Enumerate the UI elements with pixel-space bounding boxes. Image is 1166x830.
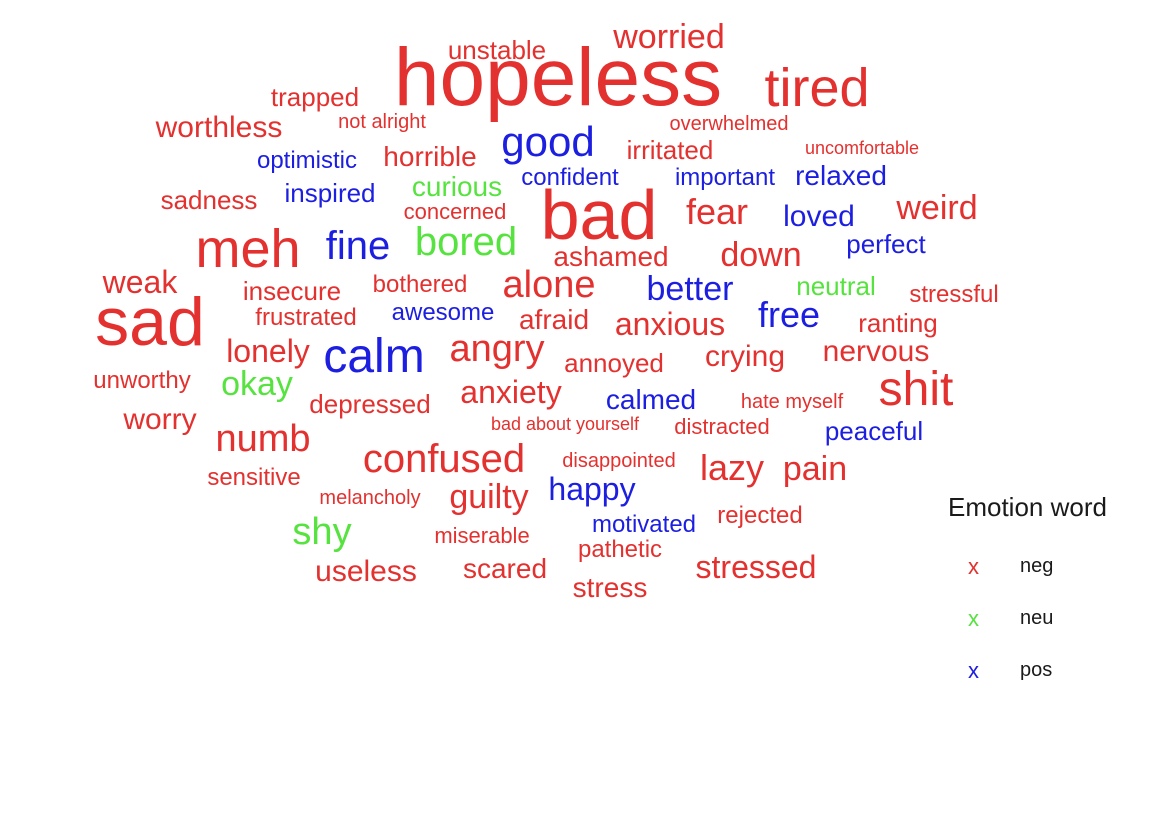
word-anxiety: anxiety [460, 374, 562, 410]
word-free: free [757, 294, 821, 335]
word-perfect: perfect [846, 229, 926, 259]
word-concerned: concerned [403, 199, 507, 224]
word-worthless: worthless [155, 111, 283, 144]
word-nervous: nervous [822, 335, 930, 368]
word-confused: confused [362, 437, 526, 481]
word-insecure: insecure [242, 276, 342, 306]
word-frustrated: frustrated [255, 304, 357, 331]
word-guilty: guilty [449, 478, 529, 516]
word-optimistic: optimistic [256, 147, 358, 174]
legend-item-neg: x neg [948, 542, 1163, 594]
legend-label-neg: neg [1020, 555, 1054, 577]
word-sadness: sadness [160, 185, 258, 215]
word-angry: angry [449, 328, 545, 370]
word-stressful: stressful [909, 281, 999, 308]
word-disappointed: disappointed [562, 450, 676, 472]
legend: Emotion word x neg x neu x pos [948, 494, 1163, 698]
word-depressed: depressed [309, 389, 431, 419]
word-sensitive: sensitive [207, 464, 301, 491]
word-crying: crying [704, 340, 786, 373]
word-confident: confident [521, 164, 619, 191]
word-stress: stress [572, 572, 648, 603]
word-tired: tired [764, 58, 870, 118]
word-bad-about-yourself: bad about yourself [490, 414, 640, 434]
legend-marker-neg: x [968, 554, 979, 579]
word-weak: weak [102, 264, 178, 300]
word-awesome: awesome [391, 299, 495, 326]
word-worry: worry [123, 403, 197, 436]
word-anxious: anxious [614, 306, 726, 342]
word-inspired: inspired [284, 178, 376, 208]
word-lazy: lazy [699, 447, 765, 488]
word-calmed: calmed [605, 384, 697, 415]
legend-label-pos: pos [1020, 659, 1053, 681]
word-afraid: afraid [518, 304, 590, 335]
word-better: better [646, 270, 734, 308]
word-rejected: rejected [717, 502, 803, 529]
word-shit: shit [878, 363, 954, 416]
word-worried: worried [613, 18, 725, 56]
word-happy: happy [548, 471, 636, 507]
word-numb: numb [215, 418, 311, 460]
word-annoyed: annoyed [564, 348, 664, 378]
word-pain: pain [782, 450, 848, 488]
word-stressed: stressed [695, 549, 817, 585]
word-bad: bad [540, 176, 658, 254]
legend-label-neu: neu [1020, 607, 1054, 629]
word-fine: fine [325, 224, 391, 268]
word-irritated: irritated [626, 135, 714, 165]
legend-item-neu: x neu [948, 594, 1163, 646]
legend-marker-neu: x [968, 606, 979, 631]
word-unworthy: unworthy [93, 367, 191, 394]
word-scared: scared [462, 553, 548, 584]
word-horrible: horrible [383, 141, 477, 172]
word-calm: calm [323, 330, 425, 383]
word-ranting: ranting [858, 308, 938, 338]
word-overwhelmed: overwhelmed [669, 113, 789, 135]
word-okay: okay [221, 365, 293, 403]
word-meh: meh [195, 219, 301, 279]
word-important: important [674, 164, 776, 191]
word-bored: bored [414, 220, 518, 264]
word-curious: curious [411, 171, 503, 202]
word-hate-myself: hate myself [740, 391, 844, 413]
word-down: down [720, 236, 802, 274]
word-shy: shy [292, 511, 352, 553]
word-neutral: neutral [796, 271, 876, 301]
word-fear: fear [685, 191, 749, 232]
word-alone: alone [502, 264, 596, 306]
word-relaxed: relaxed [795, 160, 887, 191]
word-peaceful: peaceful [824, 416, 924, 446]
word-sad: sad [95, 284, 205, 360]
word-good: good [501, 118, 595, 165]
word-bothered: bothered [372, 271, 468, 298]
legend-item-pos: x pos [948, 646, 1163, 698]
word-uncomfortable: uncomfortable [804, 138, 920, 158]
legend-marker-pos: x [968, 658, 979, 683]
legend-title: Emotion word [948, 492, 1107, 522]
word-useless: useless [315, 555, 417, 588]
word-ashamed: ashamed [553, 241, 669, 272]
word-loved: loved [783, 200, 855, 233]
word-motivated: motivated [591, 511, 697, 538]
word-pathetic: pathetic [577, 536, 663, 563]
word-miserable: miserable [434, 523, 530, 548]
word-weird: weird [896, 189, 978, 227]
word-lonely: lonely [226, 333, 310, 369]
word-melancholy: melancholy [319, 487, 421, 509]
word-unstable: unstable [447, 35, 547, 65]
word-distracted: distracted [674, 414, 770, 439]
word-hopeless: hopeless [393, 32, 723, 123]
word-trapped: trapped [270, 82, 360, 112]
word-not-alright: not alright [338, 111, 426, 133]
